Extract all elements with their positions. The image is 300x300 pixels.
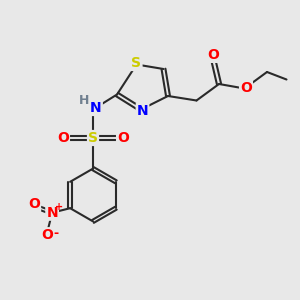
- Text: O: O: [42, 228, 54, 242]
- Text: S: S: [131, 56, 142, 70]
- Text: O: O: [207, 48, 219, 62]
- Text: H: H: [79, 94, 89, 107]
- Text: N: N: [90, 101, 102, 115]
- Text: -: -: [53, 226, 58, 240]
- Text: O: O: [28, 197, 40, 211]
- Text: +: +: [55, 202, 63, 212]
- Text: O: O: [57, 131, 69, 145]
- Text: O: O: [240, 82, 252, 95]
- Text: O: O: [117, 131, 129, 145]
- Text: N: N: [137, 104, 148, 118]
- Text: S: S: [88, 131, 98, 145]
- Text: N: N: [46, 206, 58, 220]
